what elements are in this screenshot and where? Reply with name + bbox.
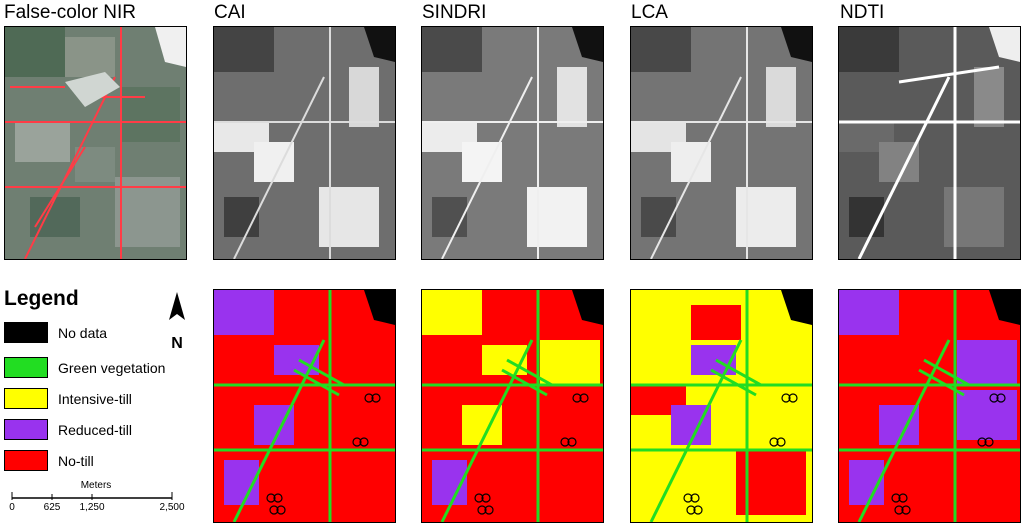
ndti-classification-map bbox=[838, 289, 1021, 523]
legend-swatch bbox=[4, 450, 48, 471]
sindri-image bbox=[421, 26, 604, 260]
legend-item-intensive-till: Intensive-till bbox=[4, 388, 189, 410]
lca-image bbox=[630, 26, 813, 260]
title-sindri: SINDRI bbox=[422, 2, 487, 23]
legend-label: Reduced-till bbox=[58, 422, 132, 438]
lca-classification-map bbox=[630, 289, 813, 523]
north-arrow-label: N bbox=[171, 335, 183, 352]
sindri-classification-map bbox=[421, 289, 604, 523]
legend-label: Green vegetation bbox=[58, 360, 166, 376]
legend-item-no-data: No data bbox=[4, 322, 189, 344]
legend-item-reduced-till: Reduced-till bbox=[4, 419, 189, 441]
title-cai: CAI bbox=[214, 2, 246, 23]
legend-label: No-till bbox=[58, 453, 94, 469]
legend-swatch bbox=[4, 388, 48, 409]
north-arrow-icon: N bbox=[169, 292, 185, 352]
legend-item-no-till: No-till bbox=[4, 450, 189, 472]
title-false-color-nir: False-color NIR bbox=[4, 2, 136, 23]
scale-unit-label: Meters bbox=[81, 480, 112, 491]
legend-swatch bbox=[4, 322, 48, 343]
cai-image bbox=[213, 26, 396, 260]
false-color-nir-image bbox=[4, 26, 187, 260]
title-lca: LCA bbox=[631, 2, 668, 23]
legend-swatch bbox=[4, 357, 48, 378]
scale-tick-label: 0 bbox=[9, 502, 15, 513]
scale-bar: Meters 0 625 1,250 2,500 bbox=[9, 480, 185, 513]
legend-label: No data bbox=[58, 325, 108, 341]
scale-tick-label: 625 bbox=[44, 502, 61, 513]
legend-title: Legend bbox=[4, 287, 79, 310]
cai-classification-map bbox=[213, 289, 396, 523]
ndti-image bbox=[838, 26, 1021, 260]
legend-swatch bbox=[4, 419, 48, 440]
legend-item-green-vegetation: Green vegetation bbox=[4, 357, 189, 379]
scale-tick-label: 1,250 bbox=[79, 502, 104, 513]
title-ndti: NDTI bbox=[840, 2, 885, 23]
legend-label: Intensive-till bbox=[58, 391, 132, 407]
scale-tick-label: 2,500 bbox=[159, 502, 184, 513]
